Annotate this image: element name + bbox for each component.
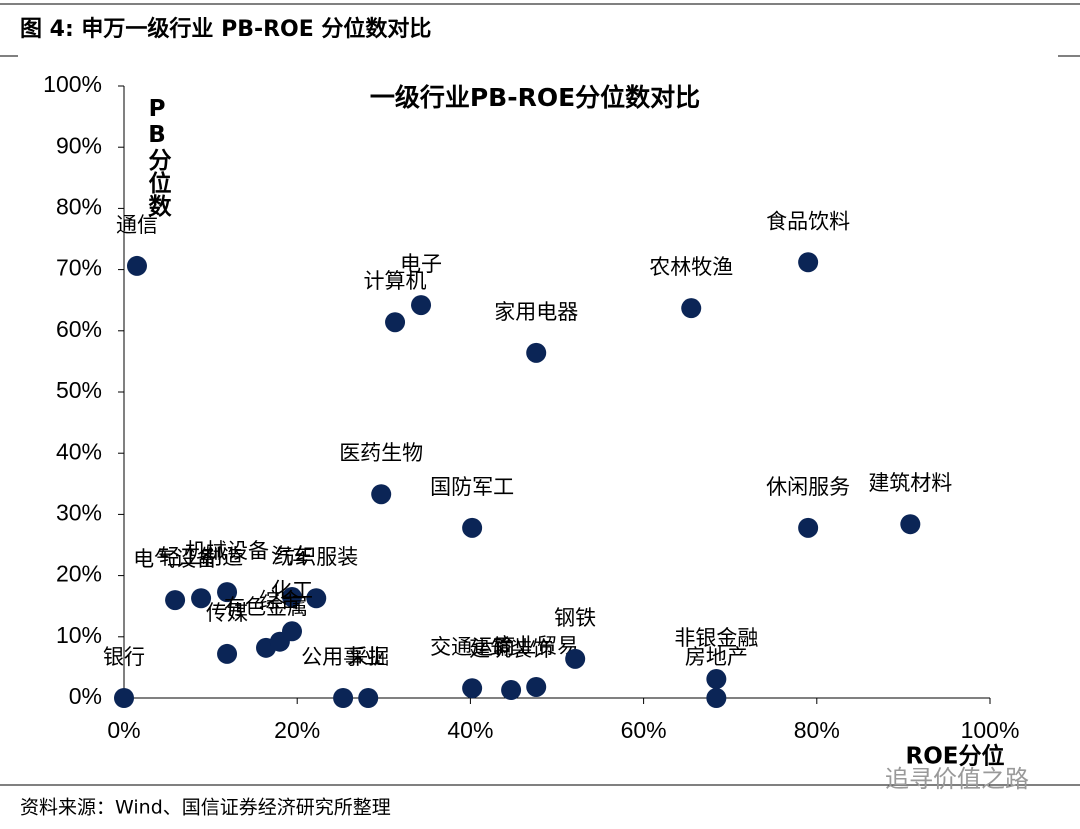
- point-label: 计算机: [364, 269, 427, 293]
- point-label: 建筑装饰: [469, 637, 553, 661]
- point-label: 食品饮料: [766, 209, 850, 233]
- y-tick-label: 50%: [56, 377, 102, 403]
- point: [217, 643, 238, 664]
- point-label: 纺织服装: [274, 545, 358, 569]
- point-label: 化工: [271, 578, 313, 602]
- point-label: 商业贸易: [494, 634, 578, 658]
- x-tick-label: 0%: [107, 717, 140, 743]
- point-label: 综合: [259, 589, 301, 613]
- point-label: 交通运输: [430, 635, 514, 659]
- point: [191, 588, 212, 609]
- y-tick-label: 0%: [69, 683, 102, 709]
- point-label: 传媒: [206, 601, 248, 625]
- point: [385, 312, 406, 333]
- point-label: 农林牧渔: [649, 255, 733, 279]
- source: 资料来源：Wind、国信证券经济研究所整理: [20, 797, 391, 819]
- point-label: 采掘: [347, 645, 389, 669]
- point: [706, 669, 727, 690]
- point: [217, 582, 238, 603]
- x-tick-label: 80%: [794, 717, 840, 743]
- point: [462, 517, 483, 538]
- point: [282, 621, 303, 642]
- point: [333, 688, 354, 708]
- x-axis-title: ROE分位: [906, 743, 1005, 770]
- point: [526, 342, 547, 363]
- watermark: 追寻价值之路: [885, 765, 1029, 793]
- y-tick-label: 30%: [56, 499, 102, 525]
- point-label: 房地产: [685, 645, 748, 669]
- point-label: 公用事业: [301, 645, 385, 669]
- point: [798, 517, 819, 538]
- y-axis-title: PB分位数: [144, 96, 172, 218]
- point: [706, 688, 727, 708]
- point: [900, 514, 921, 535]
- point-label: 电子: [400, 252, 442, 276]
- x-tick-label: 20%: [274, 717, 320, 743]
- y-tick-label: 40%: [56, 438, 102, 464]
- point: [282, 587, 303, 608]
- point: [462, 678, 483, 699]
- point-label: 机械设备: [185, 539, 269, 563]
- point: [126, 255, 147, 276]
- x-tick-label: 60%: [621, 717, 667, 743]
- point-label: 汽车: [271, 544, 313, 568]
- y-tick-label: 60%: [56, 316, 102, 342]
- point: [798, 252, 819, 273]
- x-tick-label: 100%: [961, 717, 1020, 743]
- point: [411, 295, 432, 316]
- point-label: 银行: [103, 645, 145, 669]
- x-tick-label: 40%: [447, 717, 493, 743]
- point: [371, 484, 392, 505]
- point-label: 非银金融: [674, 626, 758, 650]
- point-label: 家用电器: [494, 300, 578, 324]
- point: [681, 298, 702, 319]
- point-label: 钢铁: [554, 606, 596, 630]
- point-label: 通信: [116, 213, 158, 237]
- point: [306, 588, 327, 609]
- y-tick-label: 10%: [56, 622, 102, 648]
- point-label: 电气设备: [133, 547, 217, 571]
- point: [114, 688, 134, 708]
- point: [358, 688, 379, 708]
- point-label: 轻工制造: [159, 545, 243, 569]
- y-tick-label: 100%: [43, 71, 102, 97]
- y-tick-label: 90%: [56, 132, 102, 158]
- header: 图 4: 申万一级行业 PB-ROE 分位数对比: [20, 16, 431, 42]
- point: [565, 648, 586, 669]
- point-label: 有色金属: [224, 595, 308, 619]
- point-label: 建筑材料: [868, 471, 952, 495]
- point: [165, 590, 186, 611]
- y-tick-label: 80%: [56, 193, 102, 219]
- y-tick-label: 70%: [56, 255, 102, 281]
- point-label: 休闲服务: [766, 475, 850, 499]
- point-label: 国防军工: [430, 475, 514, 499]
- y-tick-label: 20%: [56, 561, 102, 587]
- chart-title: 一级行业PB-ROE分位数对比: [370, 83, 700, 112]
- point: [501, 680, 522, 701]
- point: [526, 676, 547, 697]
- point-label: 医药生物: [339, 441, 423, 465]
